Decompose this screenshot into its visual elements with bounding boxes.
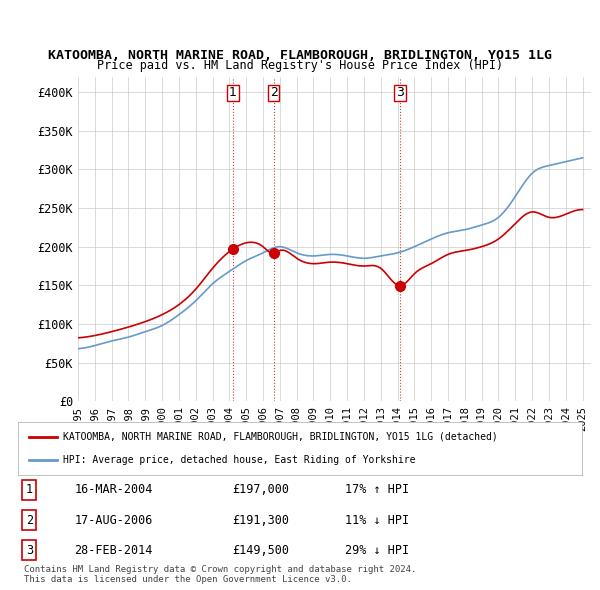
Text: 29% ↓ HPI: 29% ↓ HPI (345, 544, 409, 557)
Text: 11% ↓ HPI: 11% ↓ HPI (345, 514, 409, 527)
Text: 1: 1 (229, 86, 237, 100)
Text: £197,000: £197,000 (232, 483, 289, 497)
Text: 2: 2 (269, 86, 278, 100)
Text: KATOOMBA, NORTH MARINE ROAD, FLAMBOROUGH, BRIDLINGTON, YO15 1LG (detached): KATOOMBA, NORTH MARINE ROAD, FLAMBOROUGH… (63, 432, 498, 442)
Text: £191,300: £191,300 (232, 514, 289, 527)
Text: 3: 3 (26, 544, 33, 557)
Text: 3: 3 (397, 86, 404, 100)
Text: HPI: Average price, detached house, East Riding of Yorkshire: HPI: Average price, detached house, East… (63, 455, 416, 465)
Text: £149,500: £149,500 (232, 544, 289, 557)
Text: 16-MAR-2004: 16-MAR-2004 (74, 483, 153, 497)
Text: 28-FEB-2014: 28-FEB-2014 (74, 544, 153, 557)
Text: 2: 2 (26, 514, 33, 527)
Text: 17% ↑ HPI: 17% ↑ HPI (345, 483, 409, 497)
Text: 17-AUG-2006: 17-AUG-2006 (74, 514, 153, 527)
Text: KATOOMBA, NORTH MARINE ROAD, FLAMBOROUGH, BRIDLINGTON, YO15 1LG: KATOOMBA, NORTH MARINE ROAD, FLAMBOROUGH… (48, 49, 552, 62)
Text: 1: 1 (26, 483, 33, 497)
Text: Price paid vs. HM Land Registry's House Price Index (HPI): Price paid vs. HM Land Registry's House … (97, 59, 503, 72)
Text: Contains HM Land Registry data © Crown copyright and database right 2024.
This d: Contains HM Land Registry data © Crown c… (24, 565, 416, 584)
